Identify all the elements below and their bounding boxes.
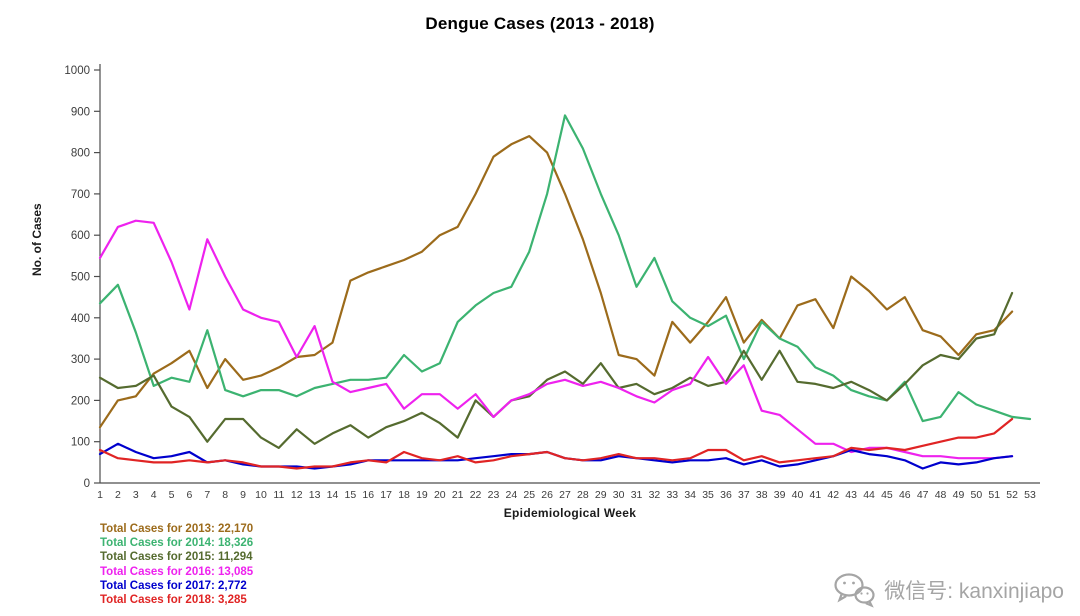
x-tick-label: 48 (935, 489, 947, 501)
x-tick-label: 40 (792, 489, 804, 501)
x-tick-label: 37 (738, 489, 750, 501)
y-tick-label: 900 (71, 106, 90, 118)
y-tick-label: 500 (71, 272, 90, 284)
x-tick-label: 39 (774, 489, 786, 501)
x-tick-label: 53 (1024, 489, 1036, 501)
y-tick-label: 1000 (64, 65, 90, 77)
x-tick-label: 42 (827, 489, 839, 501)
y-tick-label: 0 (84, 478, 90, 490)
y-tick-label: 600 (71, 230, 90, 242)
watermark-text: 微信号: kanxinjiapo (884, 580, 1064, 603)
x-tick-label: 28 (577, 489, 589, 501)
x-tick-label: 51 (988, 489, 1000, 501)
x-tick-label: 14 (327, 489, 339, 501)
x-tick-label: 6 (187, 489, 193, 501)
x-tick-label: 13 (309, 489, 321, 501)
legend-item: Total Cases for 2015: 11,294 (100, 551, 253, 564)
x-tick-label: 24 (506, 489, 518, 501)
x-tick-label: 19 (416, 489, 428, 501)
y-tick-label: 800 (71, 148, 90, 160)
y-tick-label: 400 (71, 313, 90, 325)
series-line-2014 (98, 114, 1032, 423)
legend-item: Total Cases for 2013: 22,170 (100, 523, 254, 535)
x-tick-label: 23 (488, 489, 500, 501)
x-tick-label: 18 (398, 489, 410, 501)
x-tick-label: 45 (881, 489, 893, 501)
x-tick-label: 31 (631, 489, 643, 501)
x-tick-label: 26 (541, 489, 553, 501)
legend-item: Total Cases for 2018: 3,285 (100, 594, 247, 607)
series-line-2018 (98, 417, 1014, 470)
x-tick-label: 8 (222, 489, 228, 501)
x-tick-label: 36 (720, 489, 732, 501)
x-tick-label: 33 (666, 489, 678, 501)
x-tick-label: 44 (863, 489, 875, 501)
x-tick-label: 35 (702, 489, 714, 501)
legend-item: Total Cases for 2014: 18,326 (100, 537, 254, 550)
x-tick-label: 25 (523, 489, 535, 501)
y-tick-label: 300 (71, 354, 90, 366)
legend-item: Total Cases for 2017: 2,772 (100, 579, 247, 592)
x-tick-label: 41 (810, 489, 822, 501)
legend-item: Total Cases for 2016: 13,085 (100, 565, 254, 578)
x-tick-label: 1 (97, 489, 103, 501)
series-line-2016 (98, 219, 1014, 460)
x-axis-title: Epidemiological Week (503, 506, 637, 520)
x-tick-label: 3 (133, 489, 139, 501)
x-tick-label: 16 (362, 489, 374, 501)
x-tick-label: 30 (613, 489, 625, 501)
x-tick-label: 27 (559, 489, 571, 501)
series-line-2013 (98, 135, 1014, 429)
y-tick-label: 700 (71, 189, 90, 201)
x-tick-label: 11 (273, 489, 284, 501)
x-tick-label: 50 (971, 489, 983, 501)
x-tick-label: 5 (169, 489, 175, 501)
x-tick-label: 38 (756, 489, 768, 501)
x-tick-label: 21 (452, 489, 464, 501)
y-tick-label: 200 (71, 395, 90, 407)
x-tick-label: 49 (953, 489, 965, 501)
x-tick-label: 34 (684, 489, 696, 501)
x-tick-label: 29 (595, 489, 607, 501)
x-tick-label: 32 (649, 489, 661, 501)
watermark: 微信号: kanxinjiapo (833, 572, 1064, 608)
x-tick-label: 2 (115, 489, 121, 501)
x-tick-label: 10 (255, 489, 267, 501)
x-tick-label: 20 (434, 489, 446, 501)
x-tick-label: 9 (240, 489, 246, 501)
x-tick-label: 15 (345, 489, 357, 501)
x-tick-label: 52 (1006, 489, 1018, 501)
x-tick-label: 4 (151, 489, 157, 501)
wechat-icon (833, 572, 875, 608)
x-tick-label: 7 (204, 489, 210, 501)
x-tick-label: 12 (291, 489, 303, 501)
x-tick-label: 17 (380, 489, 392, 501)
x-tick-label: 47 (917, 489, 929, 501)
chart-title: Dengue Cases (2013 - 2018) (425, 14, 655, 33)
x-tick-label: 22 (470, 489, 482, 501)
chart-legend: Total Cases for 2013: 22,170 Total Cases … (100, 522, 253, 607)
y-tick-label: 100 (71, 437, 90, 449)
x-tick-label: 46 (899, 489, 911, 501)
series-line-2015 (98, 291, 1014, 449)
x-tick-label: 43 (845, 489, 857, 501)
